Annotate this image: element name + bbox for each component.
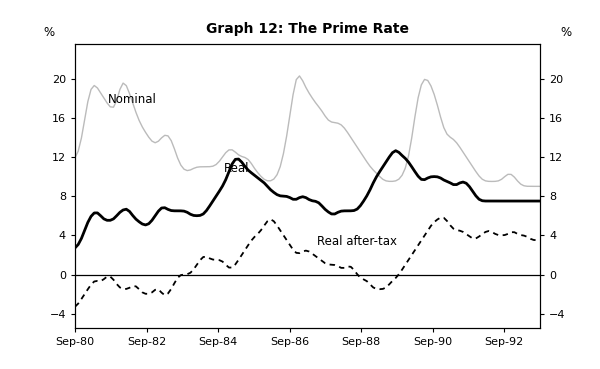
Text: Real after-tax: Real after-tax — [317, 235, 397, 248]
Title: Graph 12: The Prime Rate: Graph 12: The Prime Rate — [206, 22, 409, 36]
Text: Real: Real — [224, 162, 250, 175]
Text: %: % — [560, 25, 571, 39]
Text: %: % — [44, 25, 55, 39]
Text: Nominal: Nominal — [107, 93, 157, 106]
